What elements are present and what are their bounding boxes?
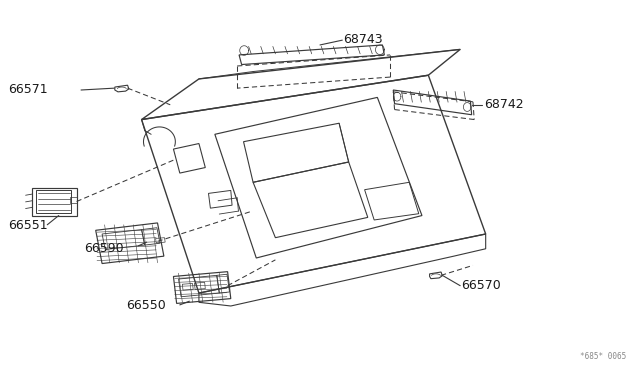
- Text: *685* 0065: *685* 0065: [580, 352, 626, 361]
- Text: 66551: 66551: [8, 219, 47, 232]
- Text: 66570: 66570: [461, 279, 501, 292]
- Text: 66571: 66571: [8, 83, 47, 96]
- Text: 66550: 66550: [125, 299, 165, 312]
- Text: 68743: 68743: [344, 32, 383, 45]
- Text: 66590: 66590: [84, 242, 124, 255]
- Text: 68742: 68742: [484, 98, 524, 111]
